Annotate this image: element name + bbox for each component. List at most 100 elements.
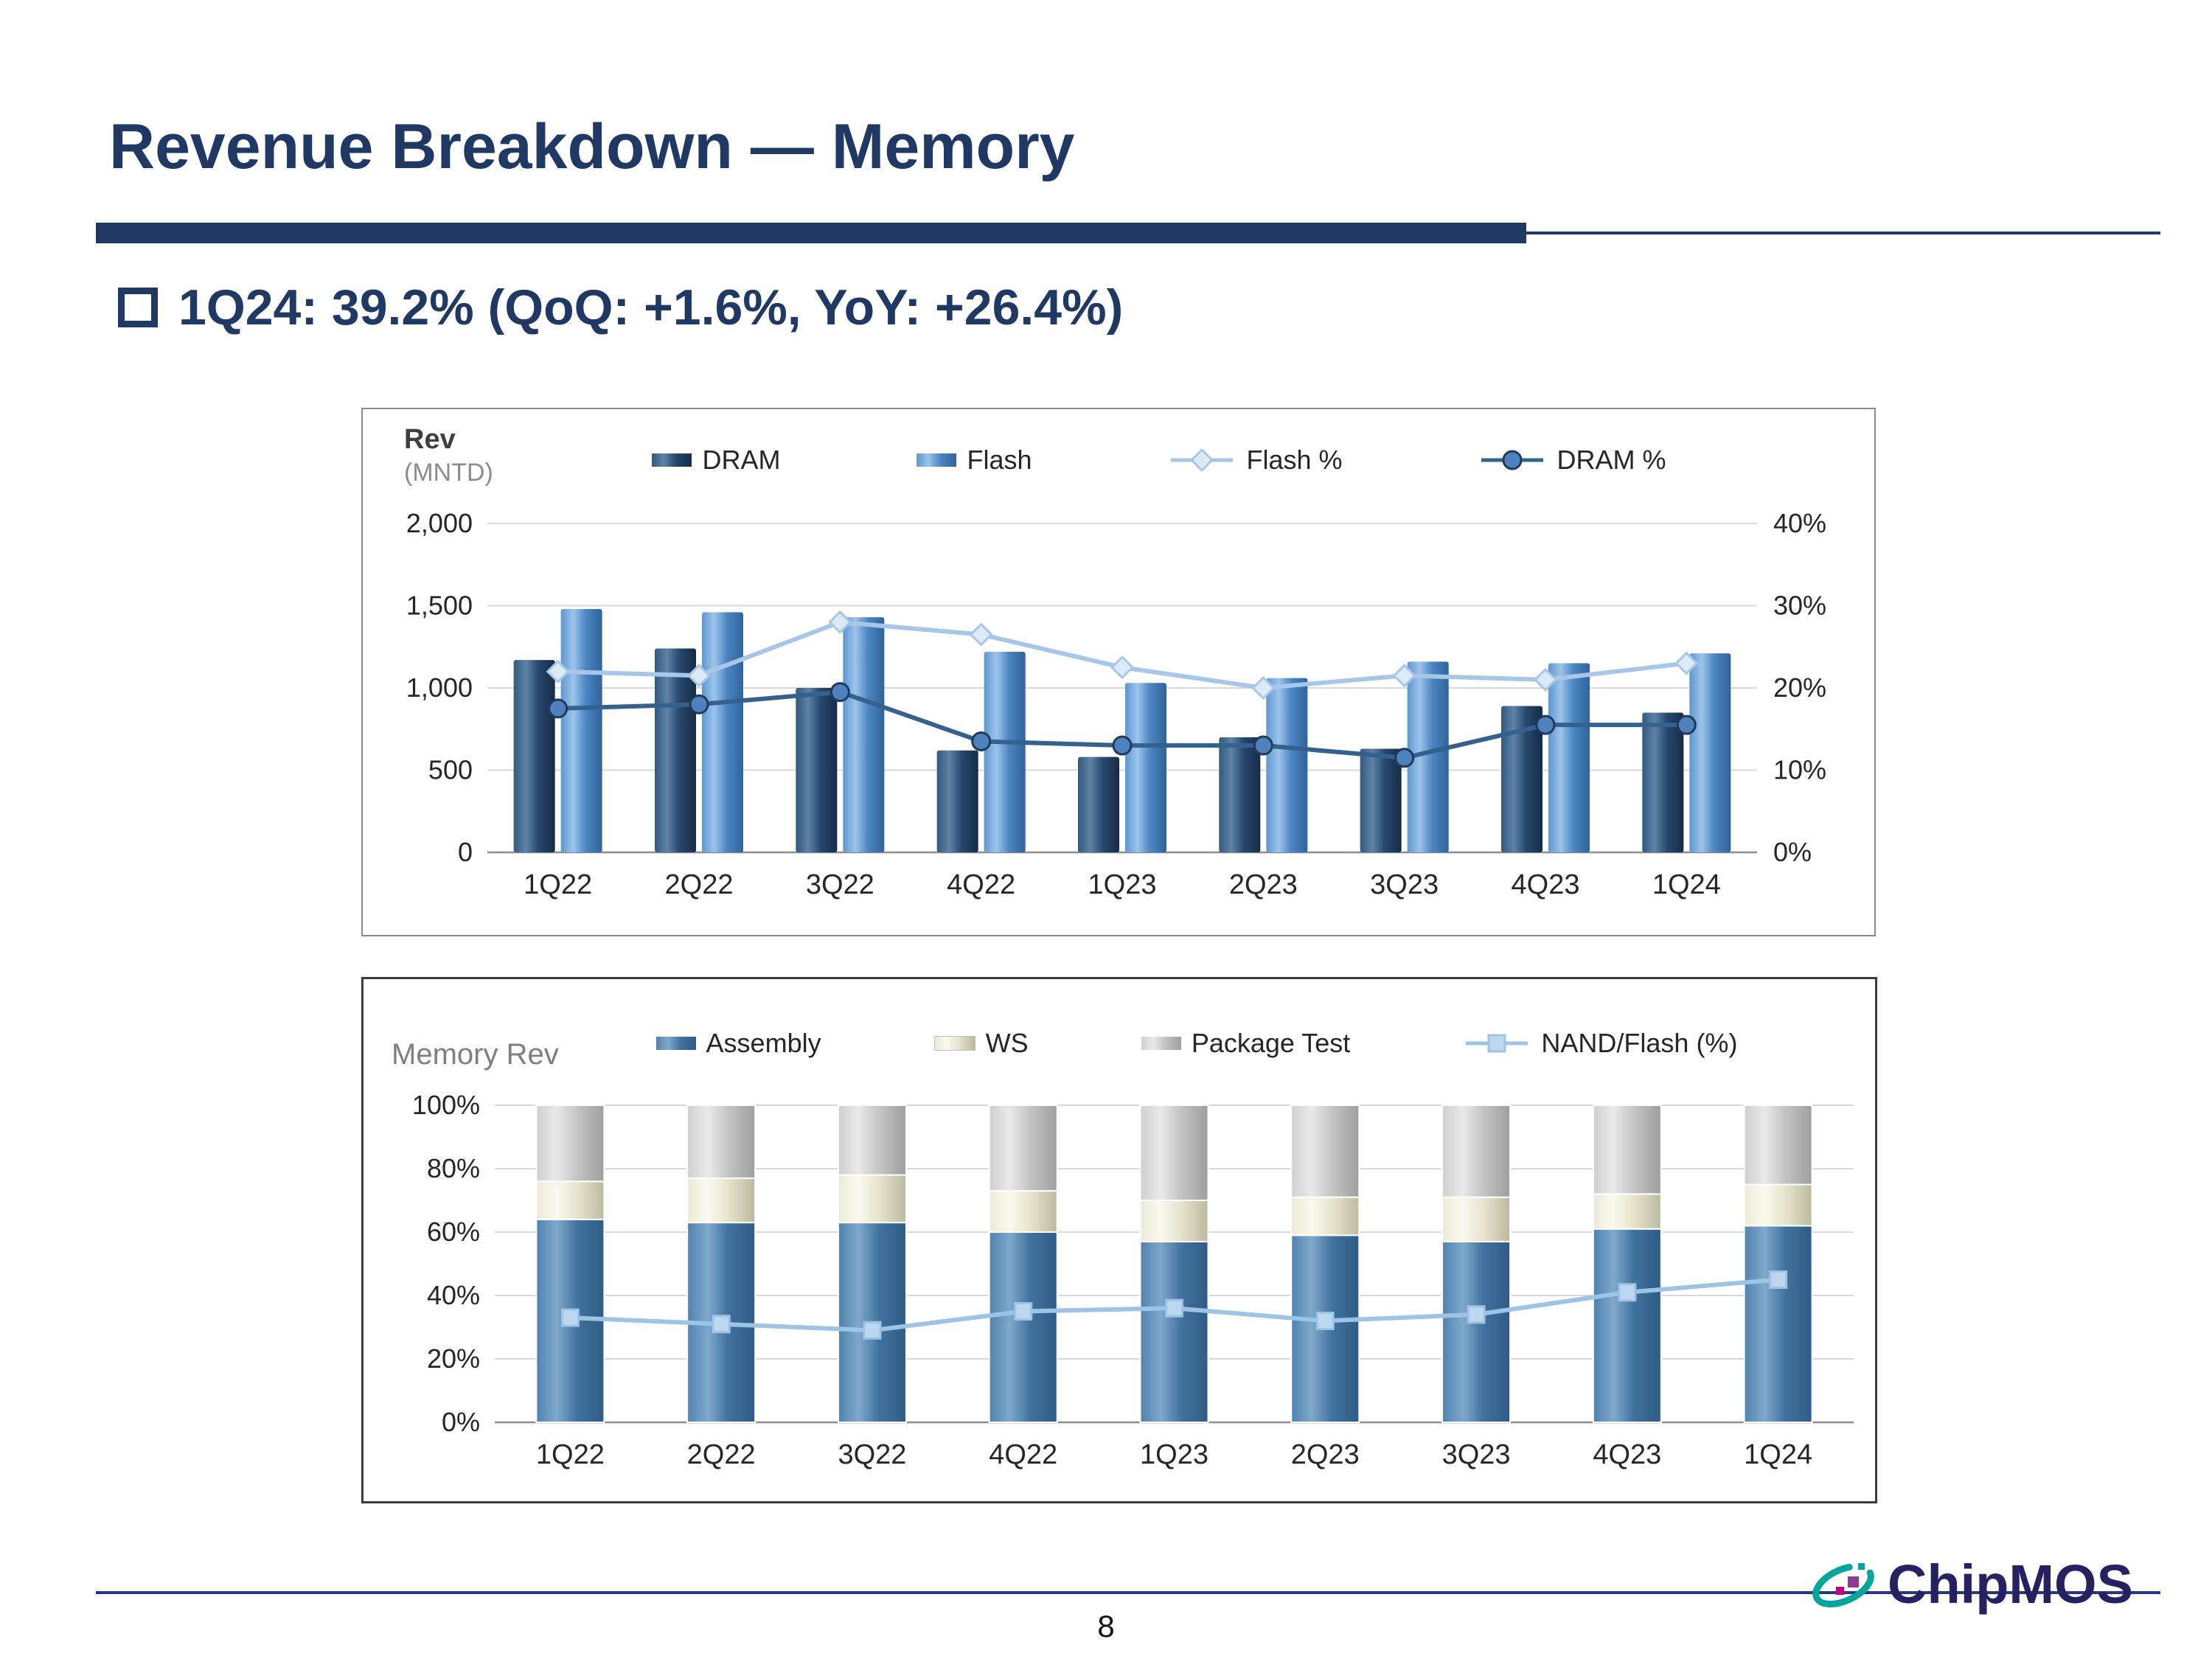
- title-underline-thick: [96, 223, 1526, 243]
- segment-packagetest: [535, 1105, 605, 1183]
- legend-item-dram: DRAM: [652, 445, 780, 476]
- x-tick: 1Q22: [524, 869, 592, 900]
- bullet-line: 1Q24: 39.2% (QoQ: +1.6%, YoY: +26.4%): [118, 279, 1123, 336]
- square-marker: [712, 1315, 731, 1334]
- legend-label: WS: [985, 1028, 1029, 1058]
- circle-marker: [830, 682, 850, 703]
- circle-marker: [1394, 748, 1415, 768]
- segment-assembly: [1441, 1240, 1512, 1423]
- square-marker: [1769, 1270, 1788, 1289]
- bar: [1219, 737, 1261, 852]
- segment-packagetest: [686, 1105, 757, 1179]
- square-marker: [1467, 1305, 1486, 1324]
- y-left-tick: 0%: [442, 1407, 480, 1437]
- chipmos-logo-text: ChipMOS: [1888, 1553, 2133, 1615]
- x-tick: 4Q23: [1593, 1439, 1661, 1470]
- bar: [1689, 653, 1731, 852]
- diamond-marker: [828, 610, 852, 634]
- chart2-title: Memory Rev: [392, 1038, 559, 1071]
- x-tick: 3Q23: [1442, 1439, 1511, 1470]
- x-tick: 2Q23: [1291, 1439, 1360, 1470]
- bar: [796, 688, 838, 852]
- segment-ws: [988, 1190, 1058, 1234]
- legend-line-swatch-dram: [1481, 450, 1544, 470]
- circle-marker: [1502, 450, 1523, 470]
- legend-item-nandflash: NAND/Flash (%): [1463, 1028, 1737, 1059]
- axis-title-unit: (MNTD): [404, 459, 493, 487]
- y-right-tick: 40%: [1773, 508, 1826, 538]
- segment-ws: [1441, 1196, 1512, 1242]
- x-tick: 1Q24: [1744, 1439, 1812, 1470]
- legend-line-swatch-nandflash: [1466, 1034, 1528, 1053]
- bar: [843, 617, 885, 852]
- legend-label: NAND/Flash (%): [1541, 1028, 1738, 1058]
- page-number: 8: [1097, 1609, 1115, 1644]
- legend-label: DRAM: [702, 445, 781, 475]
- memory-revenue-chart: Rev (MNTD) DRAM Flash Flash % DRAM % 0 500 1,…: [361, 408, 1876, 936]
- segment-assembly: [1592, 1228, 1662, 1423]
- square-marker: [1014, 1302, 1033, 1321]
- segment-ws: [1592, 1193, 1662, 1230]
- legend-item-ws: WS: [933, 1028, 1029, 1059]
- y-right-tick: 20%: [1773, 672, 1826, 703]
- bar: [513, 660, 555, 852]
- bar: [1360, 748, 1402, 852]
- diamond-marker: [1251, 675, 1276, 700]
- segment-ws: [1290, 1196, 1360, 1237]
- x-tick: 3Q23: [1370, 869, 1439, 900]
- chart1-plot: 0 500 1,000 1,500 2,000 0% 10% 20% 30% 40% 1Q22 2Q2…: [406, 508, 1826, 900]
- bar: [984, 651, 1026, 852]
- circle-marker: [548, 698, 568, 719]
- page-title: Revenue Breakdown — Memory: [109, 111, 1075, 182]
- x-tick: 1Q22: [536, 1439, 605, 1470]
- chart1-legend: DRAM Flash Flash % DRAM %: [584, 445, 1734, 476]
- chart2-legend: Assembly WS Package Test NAND/Flash (%): [599, 1028, 1794, 1059]
- y-right-tick: 10%: [1773, 755, 1826, 785]
- bar: [1125, 683, 1166, 852]
- square-marker: [560, 1308, 580, 1327]
- segment-assembly: [1743, 1225, 1813, 1423]
- legend-swatch-packagetest: [1141, 1037, 1181, 1050]
- circle-marker: [1676, 714, 1697, 735]
- legend-label: Flash %: [1246, 445, 1343, 475]
- left-axis-title: Rev (MNTD): [404, 424, 493, 487]
- y-left-tick: 20%: [427, 1343, 480, 1374]
- legend-label: Assembly: [706, 1028, 821, 1058]
- bars-dram: [513, 648, 1684, 852]
- bar: [1501, 706, 1543, 852]
- diamond-marker: [1674, 651, 1699, 675]
- diamond-marker: [1392, 664, 1416, 688]
- segment-packagetest: [1139, 1105, 1209, 1201]
- diamond-marker: [686, 664, 712, 688]
- legend-swatch-ws: [933, 1036, 975, 1051]
- y-left-tick: 60%: [427, 1217, 480, 1247]
- y-left-tick: 500: [428, 755, 473, 785]
- bar: [936, 750, 978, 852]
- bar: [702, 612, 743, 852]
- diamond-marker: [1533, 667, 1558, 692]
- segment-ws: [686, 1177, 757, 1224]
- x-tick: 4Q22: [989, 1439, 1057, 1470]
- circle-marker: [1535, 714, 1556, 735]
- x-tick: 2Q22: [665, 869, 734, 900]
- segment-packagetest: [988, 1105, 1058, 1192]
- y-left-tick: 0: [458, 837, 473, 867]
- square-marker: [1487, 1034, 1506, 1053]
- square-marker: [1165, 1298, 1183, 1318]
- y-left-tick: 80%: [427, 1153, 480, 1183]
- segment-ws: [535, 1180, 605, 1220]
- bullet-text: 1Q24: 39.2% (QoQ: +1.6%, YoY: +26.4%): [178, 279, 1124, 335]
- legend-label: Flash: [967, 445, 1032, 475]
- x-tick: 2Q22: [687, 1439, 756, 1470]
- legend-swatch-dram: [652, 453, 692, 467]
- x-tick: 4Q22: [947, 869, 1015, 900]
- chart2-plot: 0% 20% 40% 60% 80% 100% 1Q22 2Q22 3Q22 4Q22 1Q23 2Q…: [412, 1090, 1854, 1470]
- bar: [1078, 757, 1119, 852]
- legend-item-flash: Flash %: [1168, 445, 1343, 476]
- x-tick: 3Q22: [806, 869, 874, 900]
- bullet-square-icon: [118, 288, 158, 327]
- memory-rev-mix-chart: Memory Rev Assembly WS Package Test NAND/Fl…: [361, 977, 1877, 1503]
- segment-packagetest: [837, 1105, 907, 1176]
- segment-assembly: [988, 1231, 1058, 1423]
- y-right-tick: 0%: [1773, 837, 1812, 867]
